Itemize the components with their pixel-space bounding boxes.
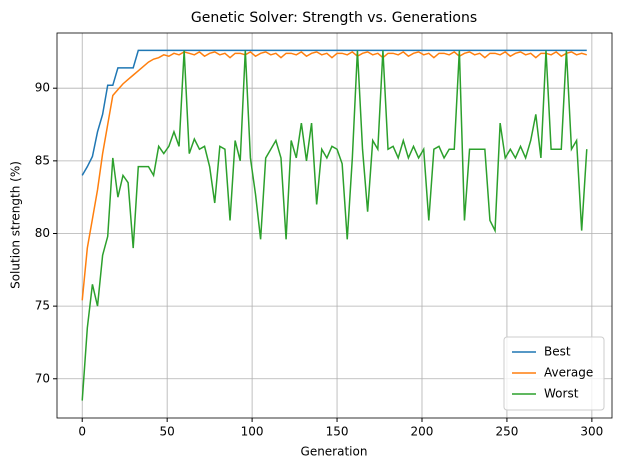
x-tick-label: 250 bbox=[495, 425, 518, 439]
y-tick-label: 70 bbox=[35, 371, 50, 385]
x-axis-label: Generation bbox=[301, 445, 368, 459]
y-tick-label: 85 bbox=[35, 153, 50, 167]
y-tick-label: 80 bbox=[35, 226, 50, 240]
chart-title: Genetic Solver: Strength vs. Generations bbox=[191, 10, 477, 26]
x-tick-label: 300 bbox=[580, 425, 603, 439]
y-tick-label: 90 bbox=[35, 81, 50, 95]
legend-label: Average bbox=[544, 366, 593, 380]
y-axis-label: Solution strength (%) bbox=[9, 161, 23, 289]
x-tick-label: 200 bbox=[411, 425, 434, 439]
legend-label: Best bbox=[544, 345, 571, 359]
y-tick-label: 75 bbox=[35, 299, 50, 313]
x-tick-label: 100 bbox=[241, 425, 264, 439]
x-tick-label: 150 bbox=[326, 425, 349, 439]
axes-frame bbox=[56, 32, 613, 419]
series-line bbox=[81, 49, 587, 176]
series-line bbox=[81, 50, 587, 301]
x-tick-label: 50 bbox=[160, 425, 175, 439]
x-tick-label: 0 bbox=[78, 425, 86, 439]
legend-label: Worst bbox=[544, 387, 579, 401]
series-line bbox=[81, 50, 588, 401]
legend-box bbox=[503, 336, 605, 411]
